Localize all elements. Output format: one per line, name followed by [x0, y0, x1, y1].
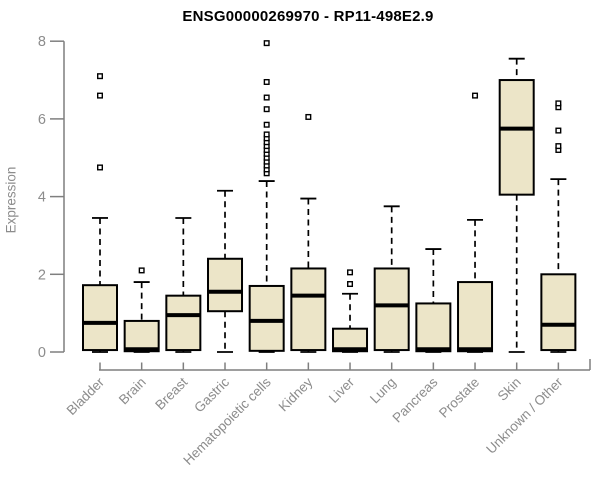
x-category-label: Lung — [367, 375, 399, 407]
outlier-point — [138, 267, 145, 274]
box-bladder — [82, 284, 118, 352]
outlier-point — [96, 164, 103, 171]
y-tick-label: 6 — [38, 112, 46, 128]
x-category-label: Prostate — [436, 375, 482, 421]
outlier-point — [555, 127, 562, 134]
y-tick-label: 0 — [38, 345, 46, 361]
x-category-label: Bladder — [64, 374, 108, 418]
x-category-label: Unknown / Other — [483, 374, 566, 457]
outlier-point — [96, 73, 103, 80]
box-hematopoietic-cells — [248, 284, 285, 352]
x-category-label: Pancreas — [390, 374, 441, 425]
box-lung — [373, 267, 410, 352]
outlier-point — [263, 94, 270, 101]
box-pancreas — [415, 302, 452, 353]
outlier-point — [96, 92, 103, 99]
y-tick-label: 8 — [38, 34, 46, 50]
box-brain — [123, 319, 160, 353]
x-category-label: Kidney — [276, 374, 316, 414]
x-category-label: Skin — [495, 375, 524, 404]
y-tick-label: 4 — [38, 190, 46, 206]
outlier-point — [263, 121, 270, 128]
outlier-point — [555, 143, 562, 150]
outlier-point — [305, 113, 312, 120]
x-category-label: Liver — [326, 374, 358, 406]
box-prostate — [457, 281, 494, 353]
outlier-point — [347, 281, 354, 288]
outlier-point — [472, 92, 479, 99]
x-category-label: Gastric — [191, 374, 232, 415]
box-skin — [498, 79, 535, 196]
y-tick-label: 2 — [38, 267, 46, 283]
outlier-point — [263, 78, 270, 85]
x-category-label: Breast — [152, 374, 190, 412]
box-unknown-other — [540, 273, 577, 352]
outlier-point — [263, 106, 270, 113]
chart-title: ENSG00000269970 - RP11-498E2.9 — [182, 8, 434, 25]
outlier-point — [555, 100, 562, 107]
box-kidney — [290, 267, 327, 352]
outlier-point — [347, 269, 354, 276]
outlier-point — [263, 40, 270, 47]
x-category-label: Brain — [116, 375, 149, 408]
box-gastric — [207, 257, 244, 313]
outlier-point — [263, 131, 270, 138]
box-breast — [165, 294, 202, 352]
